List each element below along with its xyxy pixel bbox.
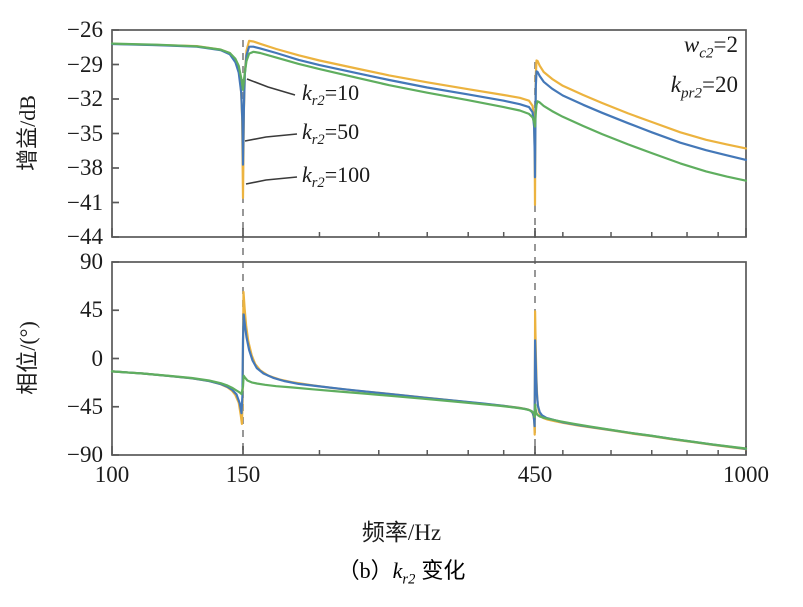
gain-y-tick-label: −35 bbox=[67, 120, 103, 146]
phase-y-tick-label: −45 bbox=[67, 393, 103, 419]
phase-y-tick-label: 45 bbox=[80, 297, 103, 323]
gain-y-tick-label: −41 bbox=[67, 189, 103, 215]
gain-series-kr2-50 bbox=[110, 42, 748, 179]
x-axis-title: 频率/Hz bbox=[361, 520, 442, 545]
annotation-kr2-50: kr2=50 bbox=[302, 118, 360, 149]
x-tick-label-450: 450 bbox=[517, 462, 553, 487]
phase-y-tick-label: −90 bbox=[67, 442, 103, 467]
param-wc2: wc2=2 bbox=[683, 32, 738, 62]
annotation-kr2-10: kr2=10 bbox=[302, 79, 360, 110]
parameter-box: wc2=2 kpr2=20 bbox=[430, 29, 738, 108]
phase-y-tick-label: 90 bbox=[80, 249, 103, 274]
gain-y-tick-label: −44 bbox=[67, 224, 103, 249]
x-tick-label-150: 150 bbox=[225, 462, 261, 487]
gain-y-tick-label: −29 bbox=[67, 51, 103, 77]
gain-y-tick-label: −38 bbox=[67, 155, 103, 180]
gain-y-tick-label: −26 bbox=[67, 17, 103, 42]
param-kpr2: kpr2=20 bbox=[670, 71, 738, 102]
phase-series-kr2-50 bbox=[110, 313, 748, 450]
gain-series-kr2-10 bbox=[110, 42, 748, 182]
phase-axis-title: 相位/(°) bbox=[15, 321, 40, 395]
phase-series-kr2-10 bbox=[110, 370, 748, 450]
phase-plot-border bbox=[111, 261, 747, 456]
annotation-leader-1 bbox=[244, 133, 298, 142]
figure-caption: （b）kr2 变化 bbox=[337, 558, 466, 588]
phase-y-tick-label: 0 bbox=[91, 345, 104, 371]
x-tick-label-1000: 1000 bbox=[723, 462, 769, 487]
annotation-kr2-100: kr2=100 bbox=[302, 161, 371, 192]
gain-y-tick-label: −32 bbox=[67, 86, 103, 111]
annotation-leader-0 bbox=[246, 78, 296, 96]
annotation-leader-2 bbox=[245, 176, 298, 185]
x-tick-label-100: 100 bbox=[94, 462, 130, 487]
phase-series-kr2-100 bbox=[110, 290, 748, 451]
gain-axis-title: 增益/dB bbox=[15, 95, 40, 171]
